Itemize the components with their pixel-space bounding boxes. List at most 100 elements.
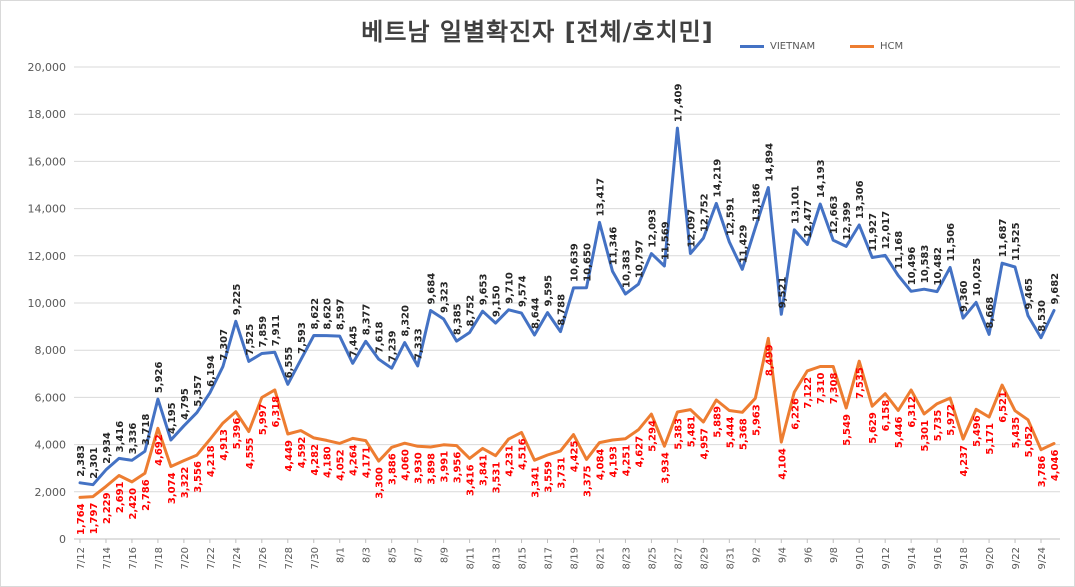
legend-swatch-hcm [850, 44, 874, 48]
data-label-hcm: 4,555 [245, 437, 256, 469]
data-label-vietnam: 8,644 [531, 297, 542, 329]
data-label-hcm: 4,052 [336, 449, 347, 481]
data-label-vietnam: 4,195 [167, 402, 178, 434]
data-label-hcm: 3,731 [557, 457, 568, 489]
x-tick-label: 9/8 [829, 547, 840, 563]
data-label-vietnam: 9,225 [232, 284, 243, 316]
data-label-vietnam: 10,583 [920, 245, 931, 284]
data-label-hcm: 4,282 [310, 444, 321, 476]
data-label-hcm: 5,549 [842, 414, 853, 446]
x-tick-label: 9/12 [881, 547, 892, 569]
data-label-vietnam: 8,377 [362, 304, 373, 336]
x-tick-label: 7/28 [284, 547, 295, 569]
data-label-vietnam: 4,795 [180, 388, 191, 420]
y-tick-label: 20,000 [28, 61, 67, 74]
x-tick-label: 9/4 [777, 547, 788, 563]
legend-label-vietnam: VIETNAM [770, 40, 816, 52]
series-line-hcm [78, 336, 1056, 499]
data-label-vietnam: 9,323 [440, 281, 451, 313]
data-label-vietnam: 6,194 [206, 355, 217, 387]
data-label-hcm: 5,368 [738, 418, 749, 450]
data-label-hcm: 5,629 [868, 412, 879, 444]
data-label-vietnam: 9,653 [479, 274, 490, 306]
y-tick-label: 6,000 [35, 391, 67, 404]
x-tick-label: 9/22 [1011, 547, 1022, 569]
data-label-vietnam: 7,239 [388, 330, 399, 362]
x-tick-label: 9/18 [959, 547, 970, 569]
data-label-hcm: 6,226 [790, 398, 801, 430]
data-label-vietnam: 11,429 [738, 225, 749, 264]
legend-label-hcm: HCM [880, 40, 904, 52]
data-label-vietnam: 14,894 [764, 143, 775, 182]
data-label-hcm: 4,425 [569, 441, 580, 473]
y-tick-label: 0 [59, 533, 66, 546]
x-tick-label: 9/10 [855, 547, 866, 569]
data-label-hcm: 5,481 [686, 416, 697, 448]
data-label-hcm: 5,444 [725, 416, 736, 448]
data-label-vietnam: 9,521 [777, 277, 788, 309]
data-label-hcm: 3,934 [660, 452, 671, 484]
data-label-hcm: 4,957 [699, 428, 710, 460]
x-tick-label: 8/31 [725, 547, 736, 569]
data-label-hcm: 5,446 [894, 416, 905, 448]
data-label-hcm: 5,396 [232, 418, 243, 450]
x-tick-label: 7/20 [180, 547, 191, 569]
data-label-hcm: 4,449 [284, 440, 295, 472]
data-label-hcm: 5,972 [946, 404, 957, 436]
data-label-hcm: 6,312 [907, 396, 918, 428]
data-label-vietnam: 10,383 [621, 249, 632, 288]
data-label-vietnam: 12,477 [803, 200, 814, 239]
legend-swatch-vietnam [740, 44, 764, 48]
data-label-hcm: 7,535 [855, 367, 866, 399]
x-tick-label: 7/18 [154, 547, 165, 569]
data-label-hcm: 4,218 [206, 445, 217, 477]
data-label-hcm: 3,886 [388, 453, 399, 485]
data-label-hcm: 2,691 [115, 481, 126, 513]
data-label-vietnam: 8,788 [557, 294, 568, 326]
x-tick-label: 8/15 [518, 547, 529, 569]
data-label-hcm: 3,300 [375, 467, 386, 499]
data-label-hcm: 3,956 [453, 452, 464, 484]
data-label-hcm: 6,158 [881, 400, 892, 432]
data-label-vietnam: 9,360 [959, 280, 970, 312]
x-tick-label: 8/11 [466, 547, 477, 569]
x-tick-label: 8/5 [388, 547, 399, 563]
data-label-vietnam: 9,150 [492, 285, 503, 317]
data-label-hcm: 5,294 [647, 420, 658, 452]
data-label-vietnam: 2,934 [102, 432, 113, 464]
data-label-vietnam: 10,482 [933, 247, 944, 286]
data-label-vietnam: 12,017 [881, 211, 892, 250]
x-tick-label: 7/30 [310, 547, 321, 569]
x-tick-label: 9/24 [1037, 547, 1048, 569]
data-label-hcm: 3,531 [492, 462, 503, 494]
y-tick-label: 4,000 [35, 439, 67, 452]
data-label-vietnam: 2,383 [76, 445, 87, 477]
x-tick-label: 8/23 [621, 547, 632, 569]
data-label-vietnam: 9,595 [544, 275, 555, 307]
data-label-vietnam: 11,569 [660, 221, 671, 260]
y-tick-label: 14,000 [28, 203, 67, 216]
data-label-hcm: 3,991 [440, 451, 451, 483]
y-tick-label: 12,000 [28, 250, 67, 263]
data-label-vietnam: 10,496 [907, 247, 918, 286]
data-label-hcm: 4,193 [608, 446, 619, 478]
data-label-hcm: 3,375 [582, 465, 593, 497]
data-label-hcm: 3,786 [1037, 456, 1048, 488]
data-label-vietnam: 13,101 [790, 185, 801, 224]
data-label-vietnam: 8,320 [401, 305, 412, 337]
data-label-vietnam: 7,593 [297, 322, 308, 354]
data-label-vietnam: 12,752 [699, 193, 710, 232]
data-label-hcm: 4,237 [959, 445, 970, 477]
data-label-hcm: 5,963 [751, 404, 762, 436]
series-line-vietnam [78, 126, 1056, 487]
data-label-hcm: 5,889 [712, 406, 723, 438]
data-label-vietnam: 5,926 [154, 361, 165, 393]
x-tick-label: 8/7 [414, 547, 425, 563]
x-tick-label: 7/12 [76, 547, 87, 569]
data-label-hcm: 4,104 [777, 448, 788, 480]
data-label-hcm: 4,692 [154, 434, 165, 466]
data-label-vietnam: 5,357 [193, 375, 204, 407]
data-label-vietnam: 7,307 [219, 329, 230, 361]
x-tick-label: 8/9 [440, 547, 451, 563]
x-tick-label: 8/17 [544, 547, 555, 569]
